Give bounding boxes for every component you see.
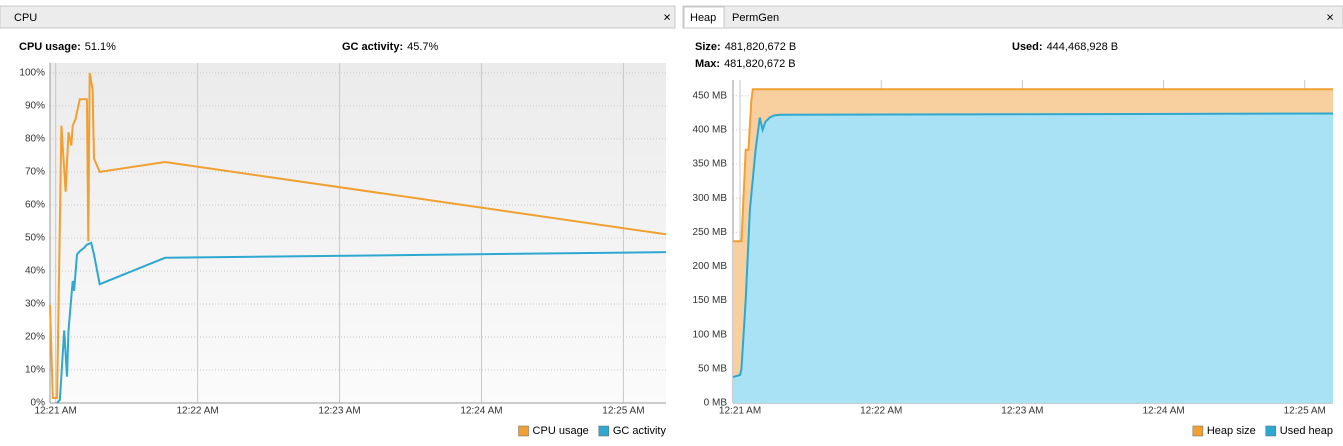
tab-label[interactable]: CPU — [14, 12, 37, 24]
x-tick-label: 12:21 AM — [719, 406, 761, 417]
legend-label: Used heap — [1280, 425, 1333, 437]
x-tick-label: 12:23 AM — [1001, 406, 1043, 417]
legend-label: CPU usage — [533, 425, 589, 437]
stat-label: Used: — [1012, 41, 1043, 53]
legend-swatch — [1192, 425, 1204, 437]
y-tick-label: 50% — [25, 233, 45, 244]
legend-swatch — [1265, 425, 1277, 437]
selected-tab[interactable] — [683, 6, 725, 29]
y-tick-label: 30% — [25, 299, 45, 310]
y-tick-label: 0 MB — [704, 398, 728, 409]
y-tick-label: 20% — [25, 332, 45, 343]
y-tick-label: 150 MB — [693, 295, 728, 306]
x-tick-label: 12:22 AM — [860, 406, 902, 417]
x-tick-label: 12:21 AM — [35, 406, 77, 417]
y-tick-label: 70% — [25, 167, 45, 178]
x-tick-label: 12:24 AM — [1142, 406, 1184, 417]
y-tick-label: 300 MB — [693, 193, 728, 204]
stat-label: GC activity: — [342, 41, 403, 53]
x-tick-label: 12:25 AM — [602, 406, 644, 417]
legend-swatch — [598, 425, 610, 437]
x-tick-label: 12:23 AM — [318, 406, 360, 417]
series-line — [732, 112, 1334, 379]
stat-value: 444,468,928 B — [1047, 41, 1119, 53]
y-tick-label: 450 MB — [693, 90, 728, 101]
y-tick-label: 10% — [25, 365, 45, 376]
close-button[interactable]: × — [663, 9, 671, 24]
tab-label[interactable]: Heap — [690, 12, 716, 24]
plot-area — [50, 63, 666, 403]
y-tick-label: 250 MB — [693, 227, 728, 238]
x-tick-label: 12:24 AM — [460, 406, 502, 417]
legend-swatch — [518, 425, 529, 437]
series-line — [56, 241, 667, 404]
y-tick-label: 40% — [25, 266, 45, 277]
legend-label: GC activity — [613, 425, 667, 437]
y-tick-label: 100% — [19, 68, 45, 79]
y-tick-label: 90% — [25, 101, 45, 112]
stat-value: 481,820,672 B — [724, 58, 796, 70]
stat-value: 45.7% — [407, 41, 438, 53]
stat-value: 51.1% — [85, 41, 116, 53]
legend-label: Heap size — [1207, 425, 1256, 437]
y-tick-label: 50 MB — [698, 363, 727, 374]
x-tick-label: 12:25 AM — [1284, 406, 1326, 417]
tab-label[interactable]: PermGen — [732, 12, 779, 24]
stat-label: Size: — [695, 41, 721, 53]
stat-label: Max: — [695, 58, 720, 70]
y-tick-label: 400 MB — [693, 124, 728, 135]
series-line — [733, 88, 1333, 243]
stat-value: 481,820,672 B — [725, 41, 797, 53]
y-tick-label: 60% — [25, 200, 45, 211]
series-line — [49, 72, 667, 399]
y-tick-label: 80% — [25, 134, 45, 145]
y-tick-label: 350 MB — [693, 159, 728, 170]
y-tick-label: 0% — [31, 398, 46, 409]
area — [733, 113, 1333, 403]
tab-bar — [682, 5, 1343, 29]
stat-label: CPU usage: — [19, 41, 81, 53]
x-tick-label: 12:22 AM — [176, 406, 218, 417]
y-tick-label: 100 MB — [693, 329, 728, 340]
close-button[interactable]: × — [1326, 9, 1334, 24]
tab-bar — [0, 5, 676, 29]
y-tick-label: 200 MB — [693, 261, 728, 272]
